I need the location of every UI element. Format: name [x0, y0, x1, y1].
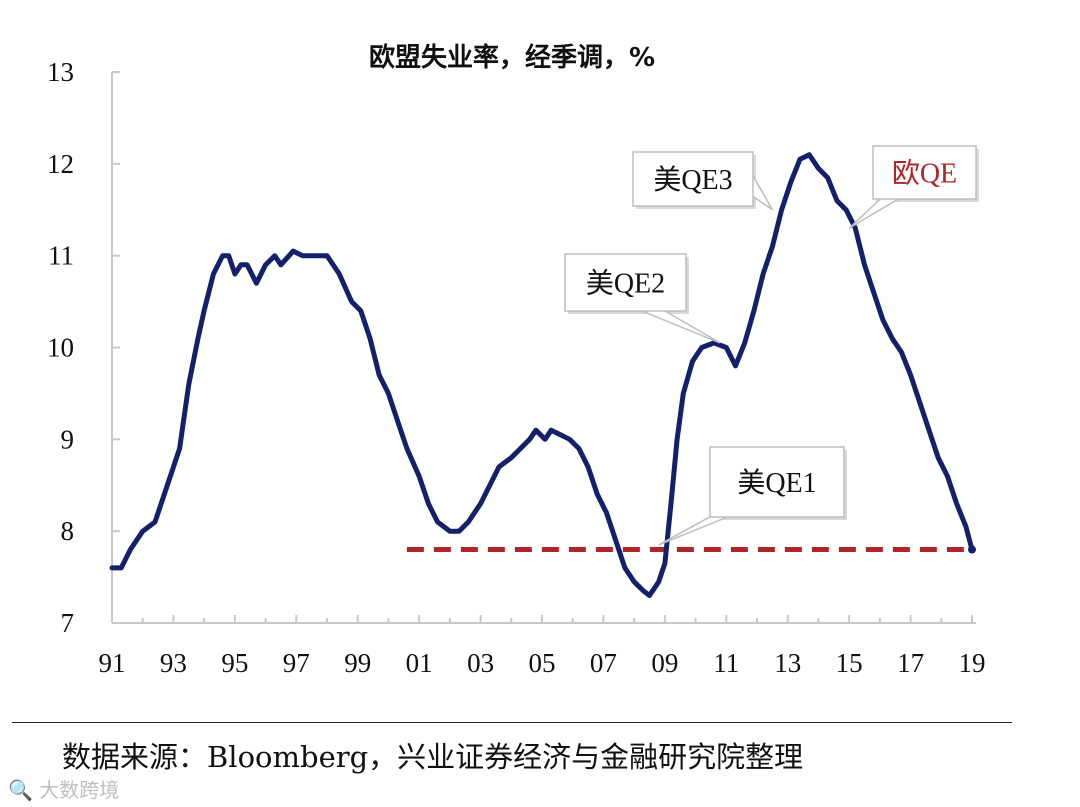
x-tick-label: 09 [651, 648, 678, 678]
y-tick-label: 11 [48, 241, 74, 271]
footer-divider [12, 722, 1012, 723]
y-axis: 7 8 9 10 11 12 13 [47, 57, 120, 638]
annotation-box [564, 253, 687, 312]
annotation-callout: 美QE1 [658, 446, 847, 546]
watermark-text: 大数跨境 [39, 778, 120, 802]
y-tick-label: 7 [61, 608, 75, 638]
annotation-label: 欧QE [892, 158, 957, 190]
annotation-label: 美QE2 [586, 268, 665, 300]
x-tick-label: 95 [221, 648, 248, 678]
watermark: 🔍 大数跨境 [8, 774, 119, 803]
y-tick-label: 9 [61, 424, 75, 454]
annotation-callout: 美QE2 [564, 253, 721, 344]
series-end-point [968, 545, 976, 554]
x-tick-label: 97 [283, 648, 310, 678]
series-line [109, 152, 975, 598]
x-tick-label: 91 [99, 648, 126, 678]
x-tick-label: 07 [590, 648, 617, 678]
annotation-box [709, 446, 845, 518]
line-chart: 欧盟失业率，经季调，% 7 8 9 10 11 12 13 91 93 95 97 99 01 03 05… [47, 42, 986, 678]
x-tick-label: 01 [406, 648, 433, 678]
x-tick-label: 93 [160, 648, 187, 678]
y-tick-label: 8 [61, 516, 75, 546]
annotation-box [632, 151, 754, 207]
annotation-label: 美QE3 [653, 164, 732, 196]
annotation-group: 美QE1 美QE2 美QE3 欧QE [564, 145, 979, 546]
plot-area [109, 152, 976, 598]
x-tick-label: 15 [836, 648, 863, 678]
y-tick-label: 10 [47, 333, 74, 363]
x-tick-label: 19 [959, 648, 986, 678]
y-tick-label: 13 [47, 57, 74, 87]
x-tick-label: 03 [467, 648, 494, 678]
x-tick-label: 05 [529, 648, 556, 678]
annotation-callout: 美QE3 [632, 151, 774, 211]
annotation-callout: 欧QE [848, 145, 979, 229]
x-tick-label: 99 [344, 648, 371, 678]
x-tick-label: 13 [774, 648, 801, 678]
y-tick-label: 12 [47, 149, 74, 179]
annotation-join [737, 171, 753, 187]
annotation-label: 美QE1 [737, 467, 816, 499]
source-note: 数据来源：Bloomberg，兴业证券经济与金融研究院整理 [62, 740, 804, 774]
x-tick-label: 17 [897, 648, 924, 678]
x-axis: 91 93 95 97 99 01 03 05 07 09 11 13 15 17 19 [99, 615, 986, 678]
chart-title: 欧盟失业率，经季调，% [369, 42, 655, 73]
watermark-logo-icon: 🔍 [8, 778, 33, 802]
x-tick-label: 11 [713, 648, 739, 678]
